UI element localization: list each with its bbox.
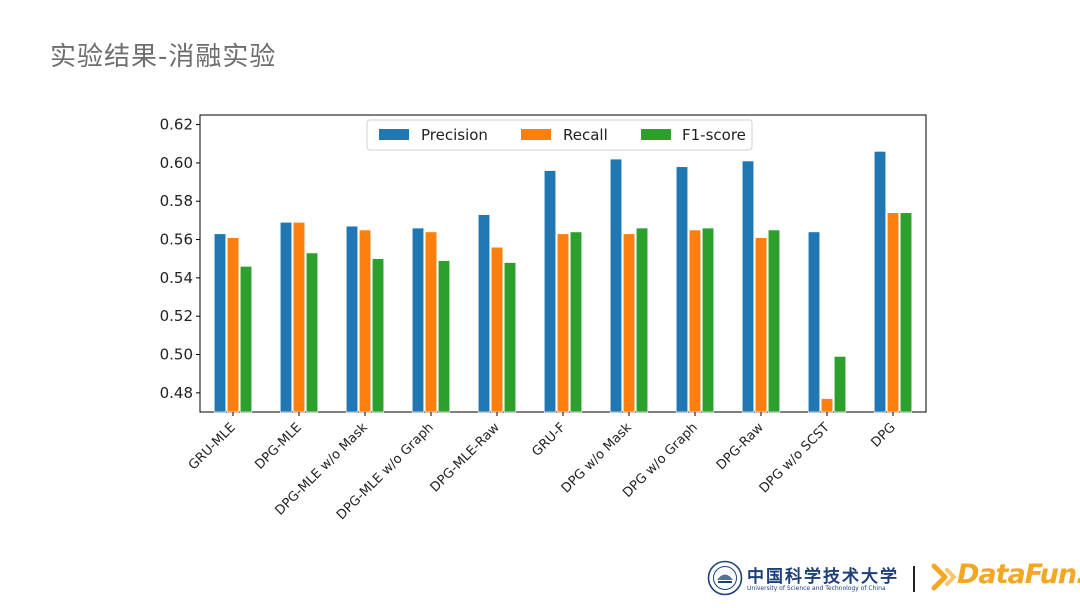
y-tick-label: 0.52 (160, 307, 193, 325)
x-tick-label: DPG-MLE (252, 420, 305, 473)
bar-precision (411, 227, 425, 413)
bar-f1-score (635, 227, 649, 413)
bar-f1-score (239, 266, 253, 413)
bar-f1-score (701, 227, 715, 413)
legend-swatch (641, 129, 671, 140)
y-tick-label: 0.54 (160, 269, 193, 287)
legend-label: F1-score (682, 126, 746, 144)
bar-precision (675, 166, 689, 413)
legend-swatch (379, 129, 409, 140)
bar-recall (688, 229, 702, 413)
bar-f1-score (371, 258, 385, 413)
datafun-logo-text: DataFun. (957, 559, 1080, 590)
legend-label: Recall (563, 126, 608, 144)
y-tick-label: 0.50 (160, 346, 193, 364)
datafun-mark-icon (931, 563, 956, 591)
x-tick-label: DPG-Raw (714, 420, 767, 473)
bar-recall (292, 222, 306, 413)
bar-recall (820, 398, 834, 413)
university-name: 中国科学技术大学 (747, 567, 899, 587)
bar-f1-score (305, 252, 319, 413)
bar-recall (556, 233, 570, 413)
bar-precision (477, 214, 491, 413)
bar-precision (543, 170, 557, 413)
x-tick-label: DPG w/o Mask (559, 420, 635, 496)
y-tick-label: 0.62 (160, 116, 193, 134)
bar-precision (609, 158, 623, 413)
university-subtitle: University of Science and Technology of … (747, 585, 886, 592)
bar-recall (886, 212, 900, 413)
bar-recall (226, 237, 240, 413)
footer-logos: 中国科学技术大学 University of Science and Techn… (705, 558, 1080, 600)
bar-f1-score (833, 356, 847, 413)
legend-label: Precision (421, 126, 488, 144)
x-tick-label: DPG (868, 420, 898, 450)
x-tick-label: GRU-F (529, 420, 568, 459)
bar-f1-score (569, 231, 583, 413)
bar-precision (345, 225, 359, 413)
bar-f1-score (767, 229, 781, 413)
ustc-seal-icon (707, 560, 743, 596)
bar-f1-score (437, 260, 451, 413)
legend-box (366, 119, 753, 151)
chart-legend: Precision Recall F1-score (366, 119, 753, 151)
x-tick-label: GRU-MLE (186, 420, 239, 473)
bar-recall (490, 246, 504, 413)
bar-recall (358, 229, 372, 413)
bar-f1-score (899, 212, 913, 413)
x-tick-label: DPG-MLE-Raw (428, 420, 503, 495)
x-tick-label: DPG w/o SCST (757, 420, 833, 496)
bar-precision (873, 151, 887, 413)
bar-precision (279, 222, 293, 413)
logo-divider (913, 566, 915, 592)
legend-swatch (521, 129, 551, 140)
bar-precision (741, 160, 755, 413)
bar-recall (424, 231, 438, 413)
bar-f1-score (503, 262, 517, 413)
y-tick-label: 0.58 (160, 192, 193, 210)
bar-recall (754, 237, 768, 413)
bar-precision (213, 233, 227, 413)
bar-recall (622, 233, 636, 413)
y-tick-label: 0.60 (160, 154, 193, 172)
y-tick-label: 0.48 (160, 384, 193, 402)
slide-title: 实验结果-消融实验 (50, 42, 277, 72)
y-tick-label: 0.56 (160, 231, 193, 249)
bar-precision (807, 231, 821, 413)
